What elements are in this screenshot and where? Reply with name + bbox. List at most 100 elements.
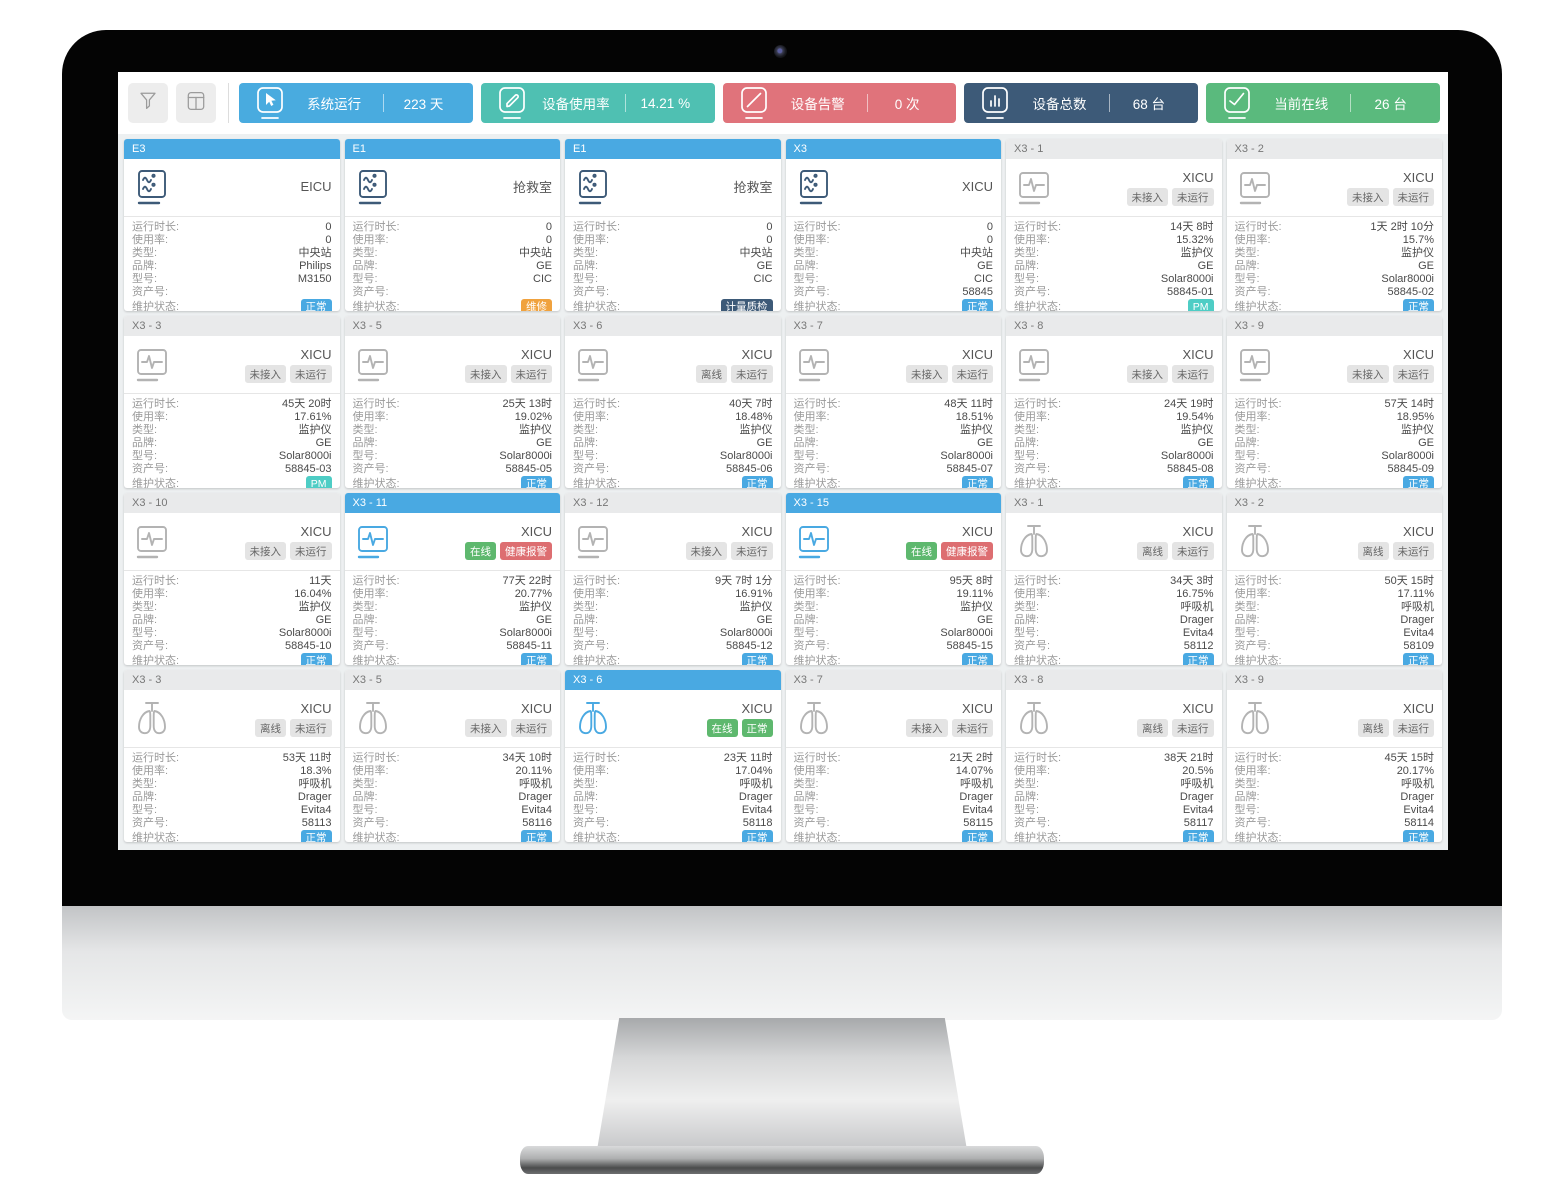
layout-button[interactable] [176, 83, 216, 123]
status-badge: 未接入 [1126, 365, 1168, 383]
detail-label: 运行时长: [1014, 752, 1062, 764]
device-card[interactable]: X3 - 11 XICU 在线 健康报警 运行时长: 77天 22时 使用率: 20.7… [344, 493, 561, 665]
detail-label: 类型: [1234, 601, 1260, 613]
detail-label: 品牌: [1234, 437, 1260, 449]
device-details: 运行时长: 77天 22时 使用率: 20.77% 类型: 监护仪 品牌: GE 型号: Sola… [345, 571, 561, 665]
device-card[interactable]: X3 - 6 XICU 在线 正常 运行时长: 23天 11时 使用率: 17.04% 类… [565, 670, 781, 842]
device-card[interactable]: X3 - 15 XICU 在线 健康报警 运行时长: 95天 8时 使用率: 19.11… [785, 493, 1001, 665]
device-card[interactable]: E1 抢救室 运行时长: 0 使用率: 0 类型: 中央站 品牌: GE 型号: CIC 资产号: 维… [344, 139, 560, 311]
card-top-right: XICU 未接入 未运行 [906, 347, 993, 383]
detail-label: 维护状态: [1234, 654, 1282, 666]
pill-divider [625, 94, 627, 112]
device-card[interactable]: X3 - 6 XICU 离线 未运行 运行时长: 40天 7时 使用率: 18.48% 类… [565, 316, 781, 488]
detail-label: 运行时长: [793, 398, 841, 410]
device-card[interactable]: X3 - 2 XICU 未接入 未运行 运行时长: 1天 2时 10分 使用率: 15.… [1226, 139, 1442, 311]
device-card[interactable]: X3 - 3 XICU 未接入 未运行 运行时长: 45天 20时 使用率: 17.61… [124, 316, 340, 488]
detail-row: 使用率: 17.04% [573, 765, 773, 778]
lungs-device-icon [1235, 521, 1275, 563]
detail-row: 资产号: 58116 [353, 817, 553, 830]
card-top: XICU 在线 健康报警 [344, 513, 560, 571]
card-top-right: XICU 未接入 未运行 [1126, 170, 1214, 206]
device-card[interactable]: X3 - 9 XICU 离线 未运行 运行时长: 45天 15时 使用率: 20.17%… [1226, 670, 1442, 842]
device-card[interactable]: X3 - 7 XICU 未接入 未运行 运行时长: 21天 2时 使用率: 14.07%… [785, 670, 1001, 842]
status-badge: 正常 [962, 653, 993, 665]
detail-label: 资产号: [1234, 286, 1271, 298]
detail-row: 类型: 中央站 [573, 247, 773, 260]
device-card[interactable]: X3 - 2 XICU 离线 未运行 运行时长: 50天 15时 使用率: 17.11%… [1226, 493, 1442, 666]
detail-label: 使用率: [793, 411, 830, 423]
monitor-stand [597, 1018, 967, 1150]
device-card[interactable]: X3 - 9 XICU 未接入 未运行 运行时长: 57天 14时 使用率: 18.95… [1226, 316, 1442, 488]
detail-label: 使用率: [1234, 588, 1271, 600]
detail-row: 品牌: GE [1014, 437, 1214, 450]
detail-value: 58118 [742, 817, 773, 829]
detail-row: 使用率: 18.95% [1235, 411, 1435, 424]
device-card[interactable]: X3 - 7 XICU 未接入 未运行 运行时长: 48天 11时 使用率: 18.51… [785, 316, 1001, 488]
detail-label: 维护状态: [352, 477, 400, 489]
detail-label: 型号: [793, 627, 819, 639]
detail-label: 运行时长: [793, 575, 841, 587]
detail-row: 品牌: Drager [1235, 614, 1435, 627]
filter-button[interactable] [128, 83, 168, 123]
detail-value: 15.32% [1176, 234, 1214, 246]
device-card[interactable]: X3 - 10 XICU 未接入 未运行 运行时长: 11天 使用率: 16.04% 类型… [124, 493, 340, 665]
detail-value: 58845-05 [505, 463, 553, 475]
detail-label: 型号: [1234, 804, 1260, 816]
device-card[interactable]: X3 - 5 XICU 未接入 未运行 运行时长: 25天 13时 使用率: 19.02… [344, 316, 560, 489]
detail-label: 资产号: [793, 463, 830, 475]
card-top: XICU 未接入 未运行 [124, 513, 340, 571]
monitor-device-icon [794, 521, 834, 563]
device-card[interactable]: X3 - 5 XICU 未接入 未运行 运行时长: 34天 10时 使用率: 20.11… [344, 670, 560, 842]
detail-row: 资产号: 58845-03 [132, 463, 332, 476]
status-badges: 离线 未运行 [696, 365, 773, 383]
detail-value: 58845-03 [285, 463, 332, 475]
device-card[interactable]: X3 - 8 XICU 离线 未运行 运行时长: 38天 21时 使用率: 20.5% 类… [1006, 670, 1222, 842]
stat-pill-usage-rate[interactable]: 设备使用率 14.21 % [480, 83, 715, 123]
detail-label: 资产号: [1014, 640, 1051, 652]
detail-label: 运行时长: [352, 752, 400, 764]
detail-value: 53天 11时 [282, 752, 332, 764]
device-card[interactable]: E3 EICU 运行时长: 0 使用率: 0 类型: 中央站 品牌: Philips 型号: M3… [124, 139, 340, 311]
detail-row: 类型: 呼吸机 [353, 778, 553, 791]
detail-row: 运行时长: 34天 10时 [353, 752, 553, 765]
device-card[interactable]: X3 XICU 运行时长: 0 使用率: 0 类型: 中央站 品牌: GE 型号: CIC 资产号:… [785, 139, 1001, 311]
status-badge: 未运行 [1172, 719, 1214, 737]
detail-value: Solar8000i [940, 627, 993, 639]
detail-label: 类型: [1014, 424, 1040, 436]
detail-row: 型号: Solar8000i [1235, 450, 1435, 463]
status-badge: 未运行 [510, 365, 552, 383]
stat-pill-device-total[interactable]: 设备总数 68 台 [964, 83, 1199, 123]
detail-value: Evita4 [1182, 804, 1214, 816]
device-card[interactable]: X3 - 1 XICU 未接入 未运行 运行时长: 14天 8时 使用率: 15.32%… [1006, 139, 1222, 311]
stat-pill-alerts[interactable]: 设备告警 0 次 [722, 83, 957, 123]
device-card[interactable]: X3 - 3 XICU 离线 未运行 运行时长: 53天 11时 使用率: 18.3% 类… [124, 670, 340, 842]
stat-pill-online-count[interactable]: 当前在线 26 台 [1206, 83, 1440, 123]
detail-value: 监护仪 [519, 424, 552, 436]
device-card[interactable]: X3 - 1 XICU 离线 未运行 运行时长: 34天 3时 使用率: 16.75% 类… [1006, 493, 1222, 665]
status-badges: 未接入 未运行 [906, 365, 993, 383]
device-card[interactable]: X3 - 12 XICU 未接入 未运行 运行时长: 9天 7时 1分 使用率: 16.… [565, 493, 781, 665]
detail-value: 48天 11时 [944, 398, 993, 410]
detail-row: 类型: 监护仪 [353, 424, 553, 437]
detail-value: 呼吸机 [1180, 778, 1214, 790]
detail-row: 维护状态: 正常 [1235, 476, 1434, 488]
card-top-right: XICU 未接入 未运行 [244, 524, 332, 560]
detail-value: 77天 22时 [502, 575, 552, 587]
detail-value: 监护仪 [519, 601, 552, 613]
detail-label: 资产号: [573, 817, 610, 829]
device-card[interactable]: E1 抢救室 运行时长: 0 使用率: 0 类型: 中央站 品牌: GE 型号: CIC 资产号: 维… [565, 139, 781, 311]
card-top: XICU 未接入 未运行 [344, 336, 560, 394]
detail-value: 58114 [1404, 817, 1434, 829]
stat-pill-system-uptime[interactable]: 系统运行 223 天 [239, 83, 473, 123]
detail-row: 类型: 中央站 [353, 247, 553, 260]
status-badges: 未接入 未运行 [1347, 188, 1434, 206]
layout-icon [182, 87, 210, 120]
detail-label: 运行时长: [132, 752, 180, 764]
detail-label: 品牌: [573, 791, 599, 803]
device-card[interactable]: X3 - 8 XICU 未接入 未运行 运行时长: 24天 19时 使用率: 19.54… [1006, 316, 1222, 488]
detail-value: Solar8000i [719, 450, 773, 462]
status-badges: 离线 未运行 [1137, 719, 1214, 737]
detail-label: 资产号: [352, 640, 389, 652]
card-top-right: XICU 未接入 未运行 [1347, 170, 1434, 206]
card-top: XICU 未接入 未运行 [565, 513, 781, 571]
